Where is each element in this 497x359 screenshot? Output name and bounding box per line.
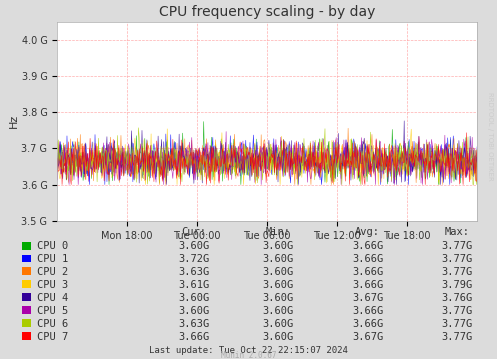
Text: 3.66G: 3.66G: [352, 306, 383, 316]
Title: CPU frequency scaling - by day: CPU frequency scaling - by day: [159, 5, 375, 19]
Text: 3.77G: 3.77G: [442, 306, 473, 316]
Text: CPU 4: CPU 4: [37, 293, 69, 303]
Text: 3.60G: 3.60G: [178, 241, 209, 251]
Text: Last update: Tue Oct 22 22:15:07 2024: Last update: Tue Oct 22 22:15:07 2024: [149, 346, 348, 355]
Text: Min:: Min:: [266, 227, 291, 237]
Text: 3.66G: 3.66G: [352, 267, 383, 277]
Text: 3.77G: 3.77G: [442, 319, 473, 329]
Text: 3.79G: 3.79G: [442, 280, 473, 290]
Text: RRDTOOL / TOBI OETIKER: RRDTOOL / TOBI OETIKER: [487, 92, 493, 181]
Text: 3.77G: 3.77G: [442, 332, 473, 342]
Text: 3.60G: 3.60G: [263, 293, 294, 303]
Text: CPU 0: CPU 0: [37, 241, 69, 251]
Text: 3.60G: 3.60G: [263, 319, 294, 329]
Text: Avg:: Avg:: [355, 227, 380, 237]
Text: 3.66G: 3.66G: [352, 254, 383, 264]
Text: 3.60G: 3.60G: [178, 306, 209, 316]
Text: CPU 2: CPU 2: [37, 267, 69, 277]
Text: CPU 7: CPU 7: [37, 332, 69, 342]
Text: 3.60G: 3.60G: [263, 267, 294, 277]
Y-axis label: Hz: Hz: [8, 114, 19, 128]
Text: 3.63G: 3.63G: [178, 319, 209, 329]
Text: 3.60G: 3.60G: [263, 332, 294, 342]
Text: 3.60G: 3.60G: [263, 241, 294, 251]
Text: 3.67G: 3.67G: [352, 293, 383, 303]
Text: CPU 6: CPU 6: [37, 319, 69, 329]
Text: 3.77G: 3.77G: [442, 241, 473, 251]
Text: 3.66G: 3.66G: [352, 241, 383, 251]
Text: 3.66G: 3.66G: [352, 319, 383, 329]
Text: 3.67G: 3.67G: [352, 332, 383, 342]
Text: Max:: Max:: [445, 227, 470, 237]
Text: 3.66G: 3.66G: [352, 280, 383, 290]
Text: 3.60G: 3.60G: [178, 293, 209, 303]
Text: 3.72G: 3.72G: [178, 254, 209, 264]
Text: CPU 5: CPU 5: [37, 306, 69, 316]
Text: 3.66G: 3.66G: [178, 332, 209, 342]
Text: 3.60G: 3.60G: [263, 280, 294, 290]
Text: CPU 3: CPU 3: [37, 280, 69, 290]
Text: 3.60G: 3.60G: [263, 254, 294, 264]
Text: 3.60G: 3.60G: [263, 306, 294, 316]
Text: 3.61G: 3.61G: [178, 280, 209, 290]
Text: CPU 1: CPU 1: [37, 254, 69, 264]
Text: 3.63G: 3.63G: [178, 267, 209, 277]
Text: 3.77G: 3.77G: [442, 254, 473, 264]
Text: Munin 2.0.67: Munin 2.0.67: [221, 351, 276, 359]
Text: 3.76G: 3.76G: [442, 293, 473, 303]
Text: 3.77G: 3.77G: [442, 267, 473, 277]
Text: Cur:: Cur:: [181, 227, 206, 237]
